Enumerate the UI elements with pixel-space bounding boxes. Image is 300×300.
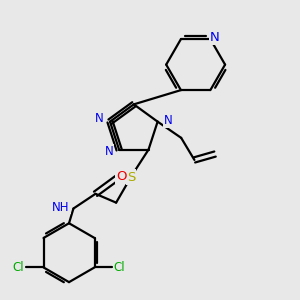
Text: N: N — [210, 31, 220, 44]
Text: Cl: Cl — [114, 261, 125, 274]
Text: Cl: Cl — [13, 261, 24, 274]
Text: S: S — [127, 170, 135, 184]
Text: NH: NH — [52, 201, 70, 214]
Text: O: O — [116, 169, 126, 183]
Text: N: N — [164, 114, 172, 127]
Text: N: N — [104, 145, 113, 158]
Text: N: N — [95, 112, 104, 125]
